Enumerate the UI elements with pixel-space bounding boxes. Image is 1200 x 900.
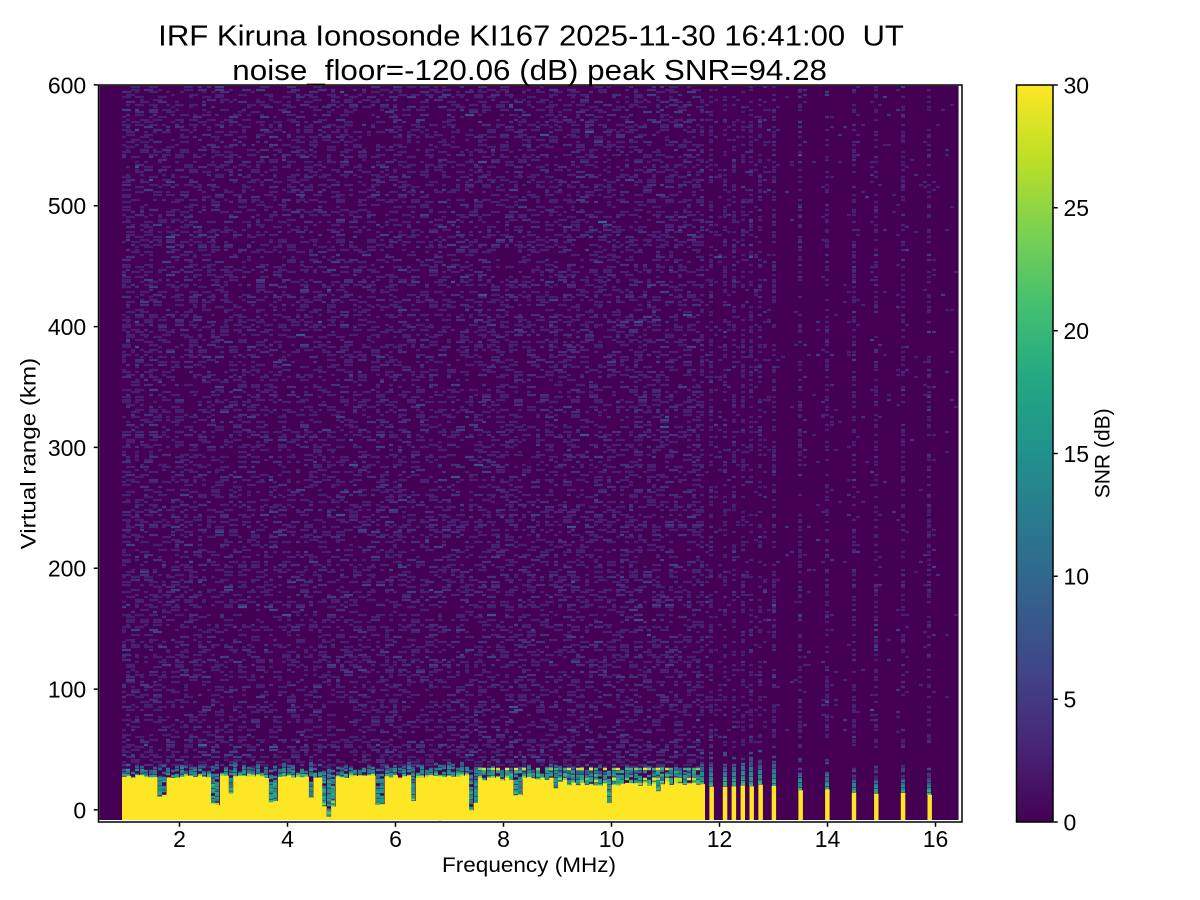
svg-text:15: 15 bbox=[1064, 441, 1090, 467]
svg-text:Virtual range (km): Virtual range (km) bbox=[18, 358, 41, 550]
svg-text:noise_floor=-120.06 (dB) peak: noise_floor=-120.06 (dB) peak SNR=94.28 bbox=[232, 55, 827, 87]
svg-text:IRF Kiruna Ionosonde KI167 202: IRF Kiruna Ionosonde KI167 2025-11-30 16… bbox=[158, 21, 904, 53]
svg-text:Frequency (MHz): Frequency (MHz) bbox=[442, 854, 616, 877]
svg-text:25: 25 bbox=[1064, 195, 1090, 221]
svg-text:14: 14 bbox=[815, 826, 841, 852]
svg-text:500: 500 bbox=[48, 193, 86, 219]
svg-text:400: 400 bbox=[48, 314, 86, 340]
svg-text:10: 10 bbox=[599, 826, 625, 852]
svg-text:8: 8 bbox=[497, 826, 510, 852]
svg-text:20: 20 bbox=[1064, 318, 1090, 344]
svg-text:16: 16 bbox=[923, 826, 949, 852]
svg-text:30: 30 bbox=[1064, 72, 1090, 98]
svg-text:2: 2 bbox=[173, 826, 186, 852]
svg-text:600: 600 bbox=[48, 72, 86, 98]
svg-text:0: 0 bbox=[1064, 809, 1077, 835]
svg-text:200: 200 bbox=[48, 556, 86, 582]
svg-text:5: 5 bbox=[1064, 687, 1077, 713]
svg-text:300: 300 bbox=[48, 435, 86, 461]
svg-text:SNR (dB): SNR (dB) bbox=[1092, 408, 1115, 498]
svg-text:12: 12 bbox=[707, 826, 733, 852]
svg-text:6: 6 bbox=[389, 826, 402, 852]
svg-text:4: 4 bbox=[281, 826, 294, 852]
svg-text:0: 0 bbox=[73, 797, 86, 823]
svg-text:100: 100 bbox=[48, 676, 86, 702]
svg-text:10: 10 bbox=[1064, 564, 1090, 590]
